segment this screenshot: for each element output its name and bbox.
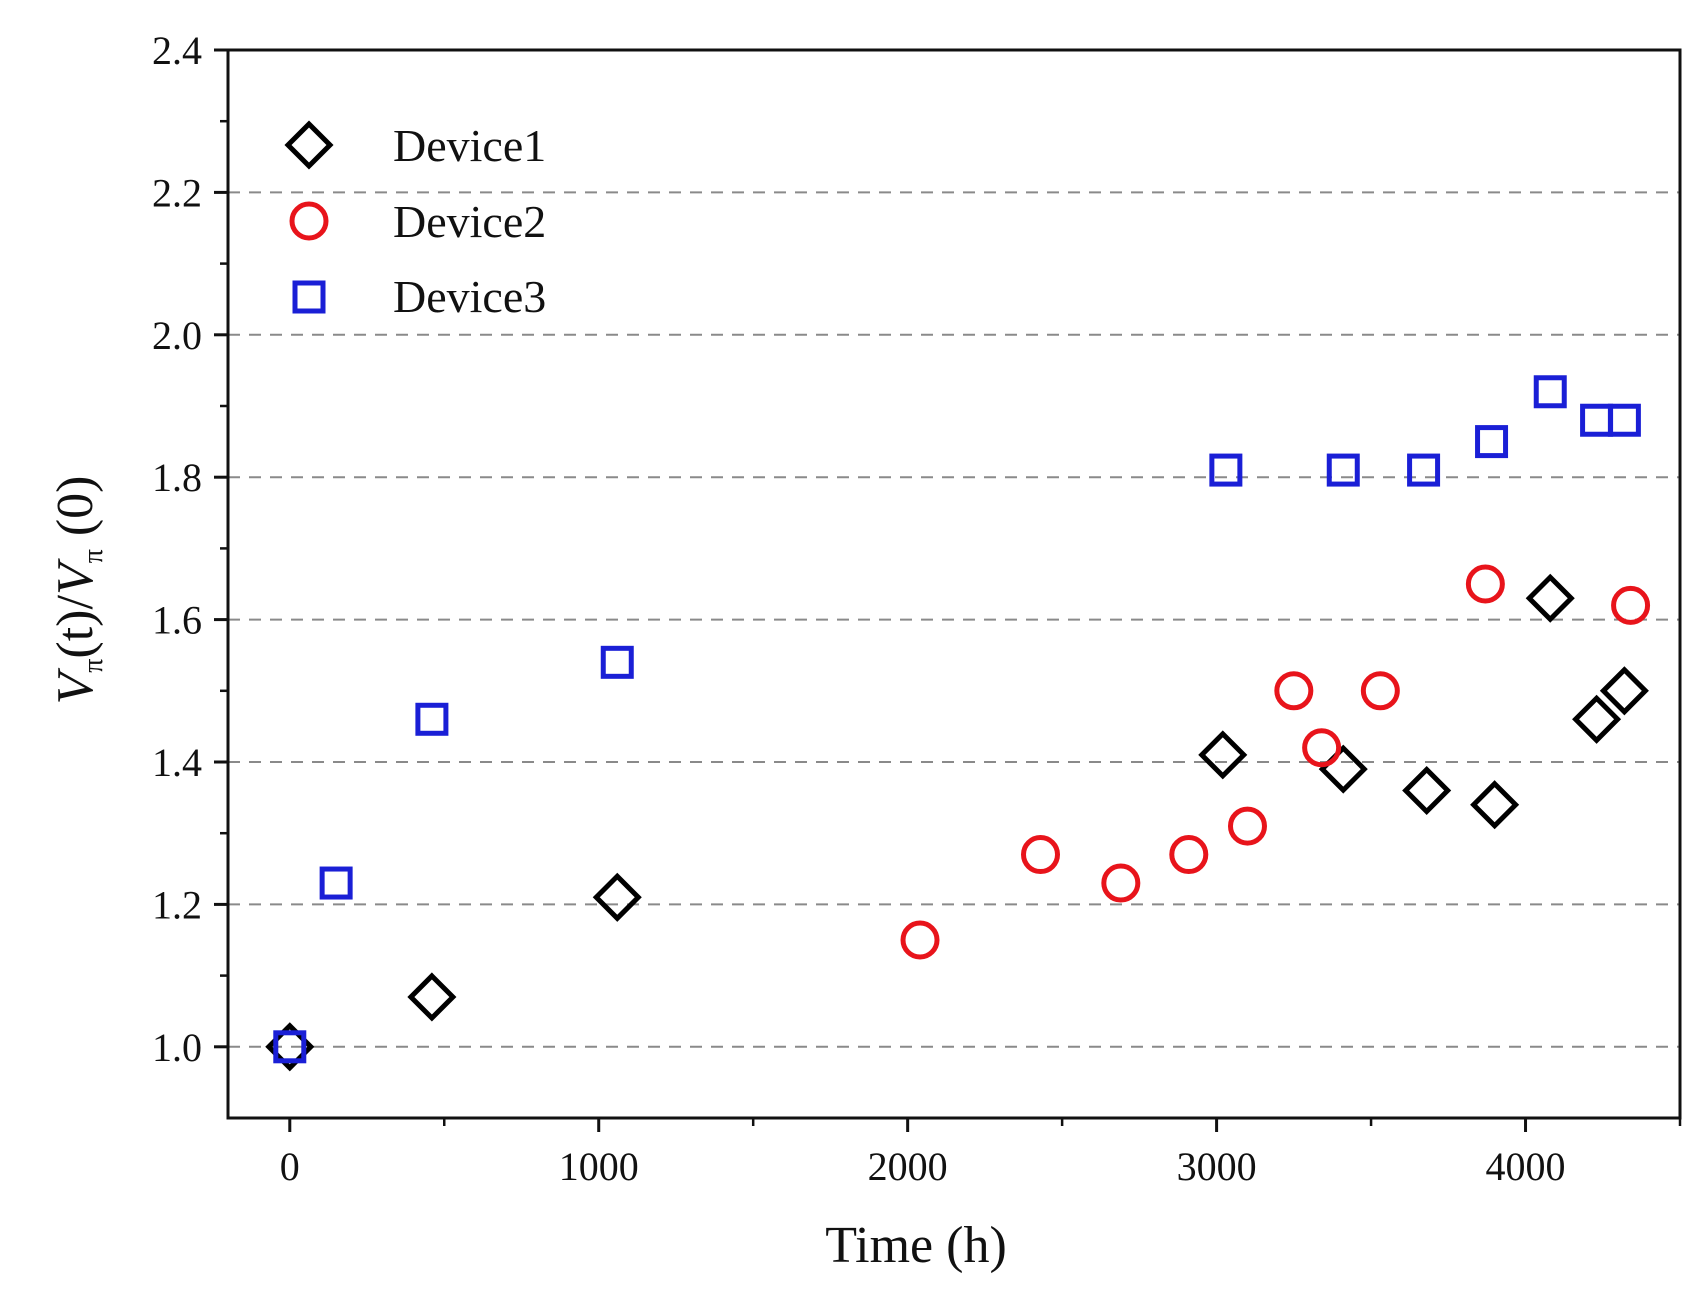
- y-tick-label: 1.2: [152, 882, 202, 927]
- data-point-square: [319, 866, 353, 900]
- y-axis-title-v1: V: [47, 667, 104, 704]
- y-axis-title-sub2: π: [78, 549, 109, 563]
- y-axis-title-v2: V: [47, 558, 104, 595]
- data-point-square: [1407, 453, 1441, 487]
- circle-marker: [289, 201, 329, 241]
- data-point-diamond: [1402, 765, 1452, 816]
- legend-label-device1: Device1: [393, 120, 546, 171]
- data-point-square: [600, 645, 634, 679]
- x-tick-label: 2000: [868, 1144, 948, 1189]
- data-point-circle: [1360, 671, 1400, 711]
- y-axis-title-sub1: π: [78, 659, 109, 673]
- legend-marker-circle: [289, 201, 329, 241]
- y-axis-title: Vπ(t)/Vπ (0): [47, 476, 109, 705]
- x-tick-label: 4000: [1486, 1144, 1566, 1189]
- legend-marker-diamond: [284, 120, 334, 170]
- data-point-circle: [900, 920, 940, 960]
- x-tick-label: 3000: [1177, 1144, 1257, 1189]
- legend-item-device1: Device1: [284, 120, 546, 171]
- data-point-square: [1580, 403, 1614, 437]
- data-point-square: [1209, 453, 1243, 487]
- data-point-circle: [1302, 728, 1342, 768]
- legend-label-device3: Device3: [393, 271, 546, 322]
- data-point-diamond: [1599, 666, 1649, 716]
- data-point-square: [273, 1030, 307, 1064]
- data-point-diamond: [1525, 573, 1575, 623]
- y-axis-title-mid: (t)/: [47, 595, 104, 659]
- y-tick-labels: 1.0 1.2 1.4 1.6 1.8 2.0 2.2 2.4: [152, 28, 202, 1070]
- data-point-diamond: [1470, 780, 1520, 830]
- data-point-circle: [1021, 835, 1061, 875]
- y-axis-title-tail: (0): [47, 476, 104, 550]
- legend-label-device2: Device2: [393, 196, 546, 247]
- legend: Device1 Device2 Device3: [284, 120, 546, 322]
- x-tick-label: 1000: [559, 1144, 639, 1189]
- data-point-diamond: [407, 972, 457, 1022]
- x-tick-labels: 0 1000 2000 3000 4000: [280, 1144, 1566, 1189]
- data-point-square: [1607, 403, 1641, 437]
- series-device1: [265, 573, 1649, 1072]
- data-point-circle: [1101, 863, 1141, 903]
- data-point-circle: [1169, 835, 1209, 875]
- data-point-diamond: [1198, 730, 1248, 780]
- x-axis-title: Time (h): [825, 1217, 1007, 1274]
- data-point-square: [1475, 425, 1509, 459]
- data-point-circle: [1227, 806, 1267, 846]
- data-point-circle: [1465, 564, 1505, 604]
- diamond-marker: [284, 120, 334, 170]
- legend-item-device2: Device2: [289, 196, 546, 247]
- y-tick-label: 2.4: [152, 28, 202, 73]
- y-tick-label: 1.4: [152, 740, 202, 785]
- series-device2: [900, 564, 1651, 960]
- series-device3: [273, 375, 1641, 1064]
- data-point-circle: [1274, 671, 1314, 711]
- square-marker: [292, 280, 326, 314]
- plot-frame: [226, 48, 1682, 1120]
- data-point-square: [415, 702, 449, 736]
- data-point-square: [1533, 375, 1567, 409]
- y-tick-label: 1.8: [152, 455, 202, 500]
- data-point-diamond: [1572, 694, 1622, 744]
- grid-lines: [228, 191, 1680, 1048]
- data-point-circle: [1611, 585, 1651, 625]
- data-points: [265, 375, 1651, 1072]
- data-point-diamond: [1318, 744, 1368, 794]
- y-tick-label: 1.6: [152, 598, 202, 643]
- legend-item-device3: Device3: [292, 271, 546, 322]
- legend-marker-square: [292, 280, 326, 314]
- y-tick-label: 2.0: [152, 313, 202, 358]
- y-tick-label: 2.2: [152, 170, 202, 215]
- data-point-square: [1326, 453, 1360, 487]
- x-tick-label: 0: [280, 1144, 300, 1189]
- data-point-diamond: [592, 872, 642, 922]
- y-tick-label: 1.0: [152, 1025, 202, 1070]
